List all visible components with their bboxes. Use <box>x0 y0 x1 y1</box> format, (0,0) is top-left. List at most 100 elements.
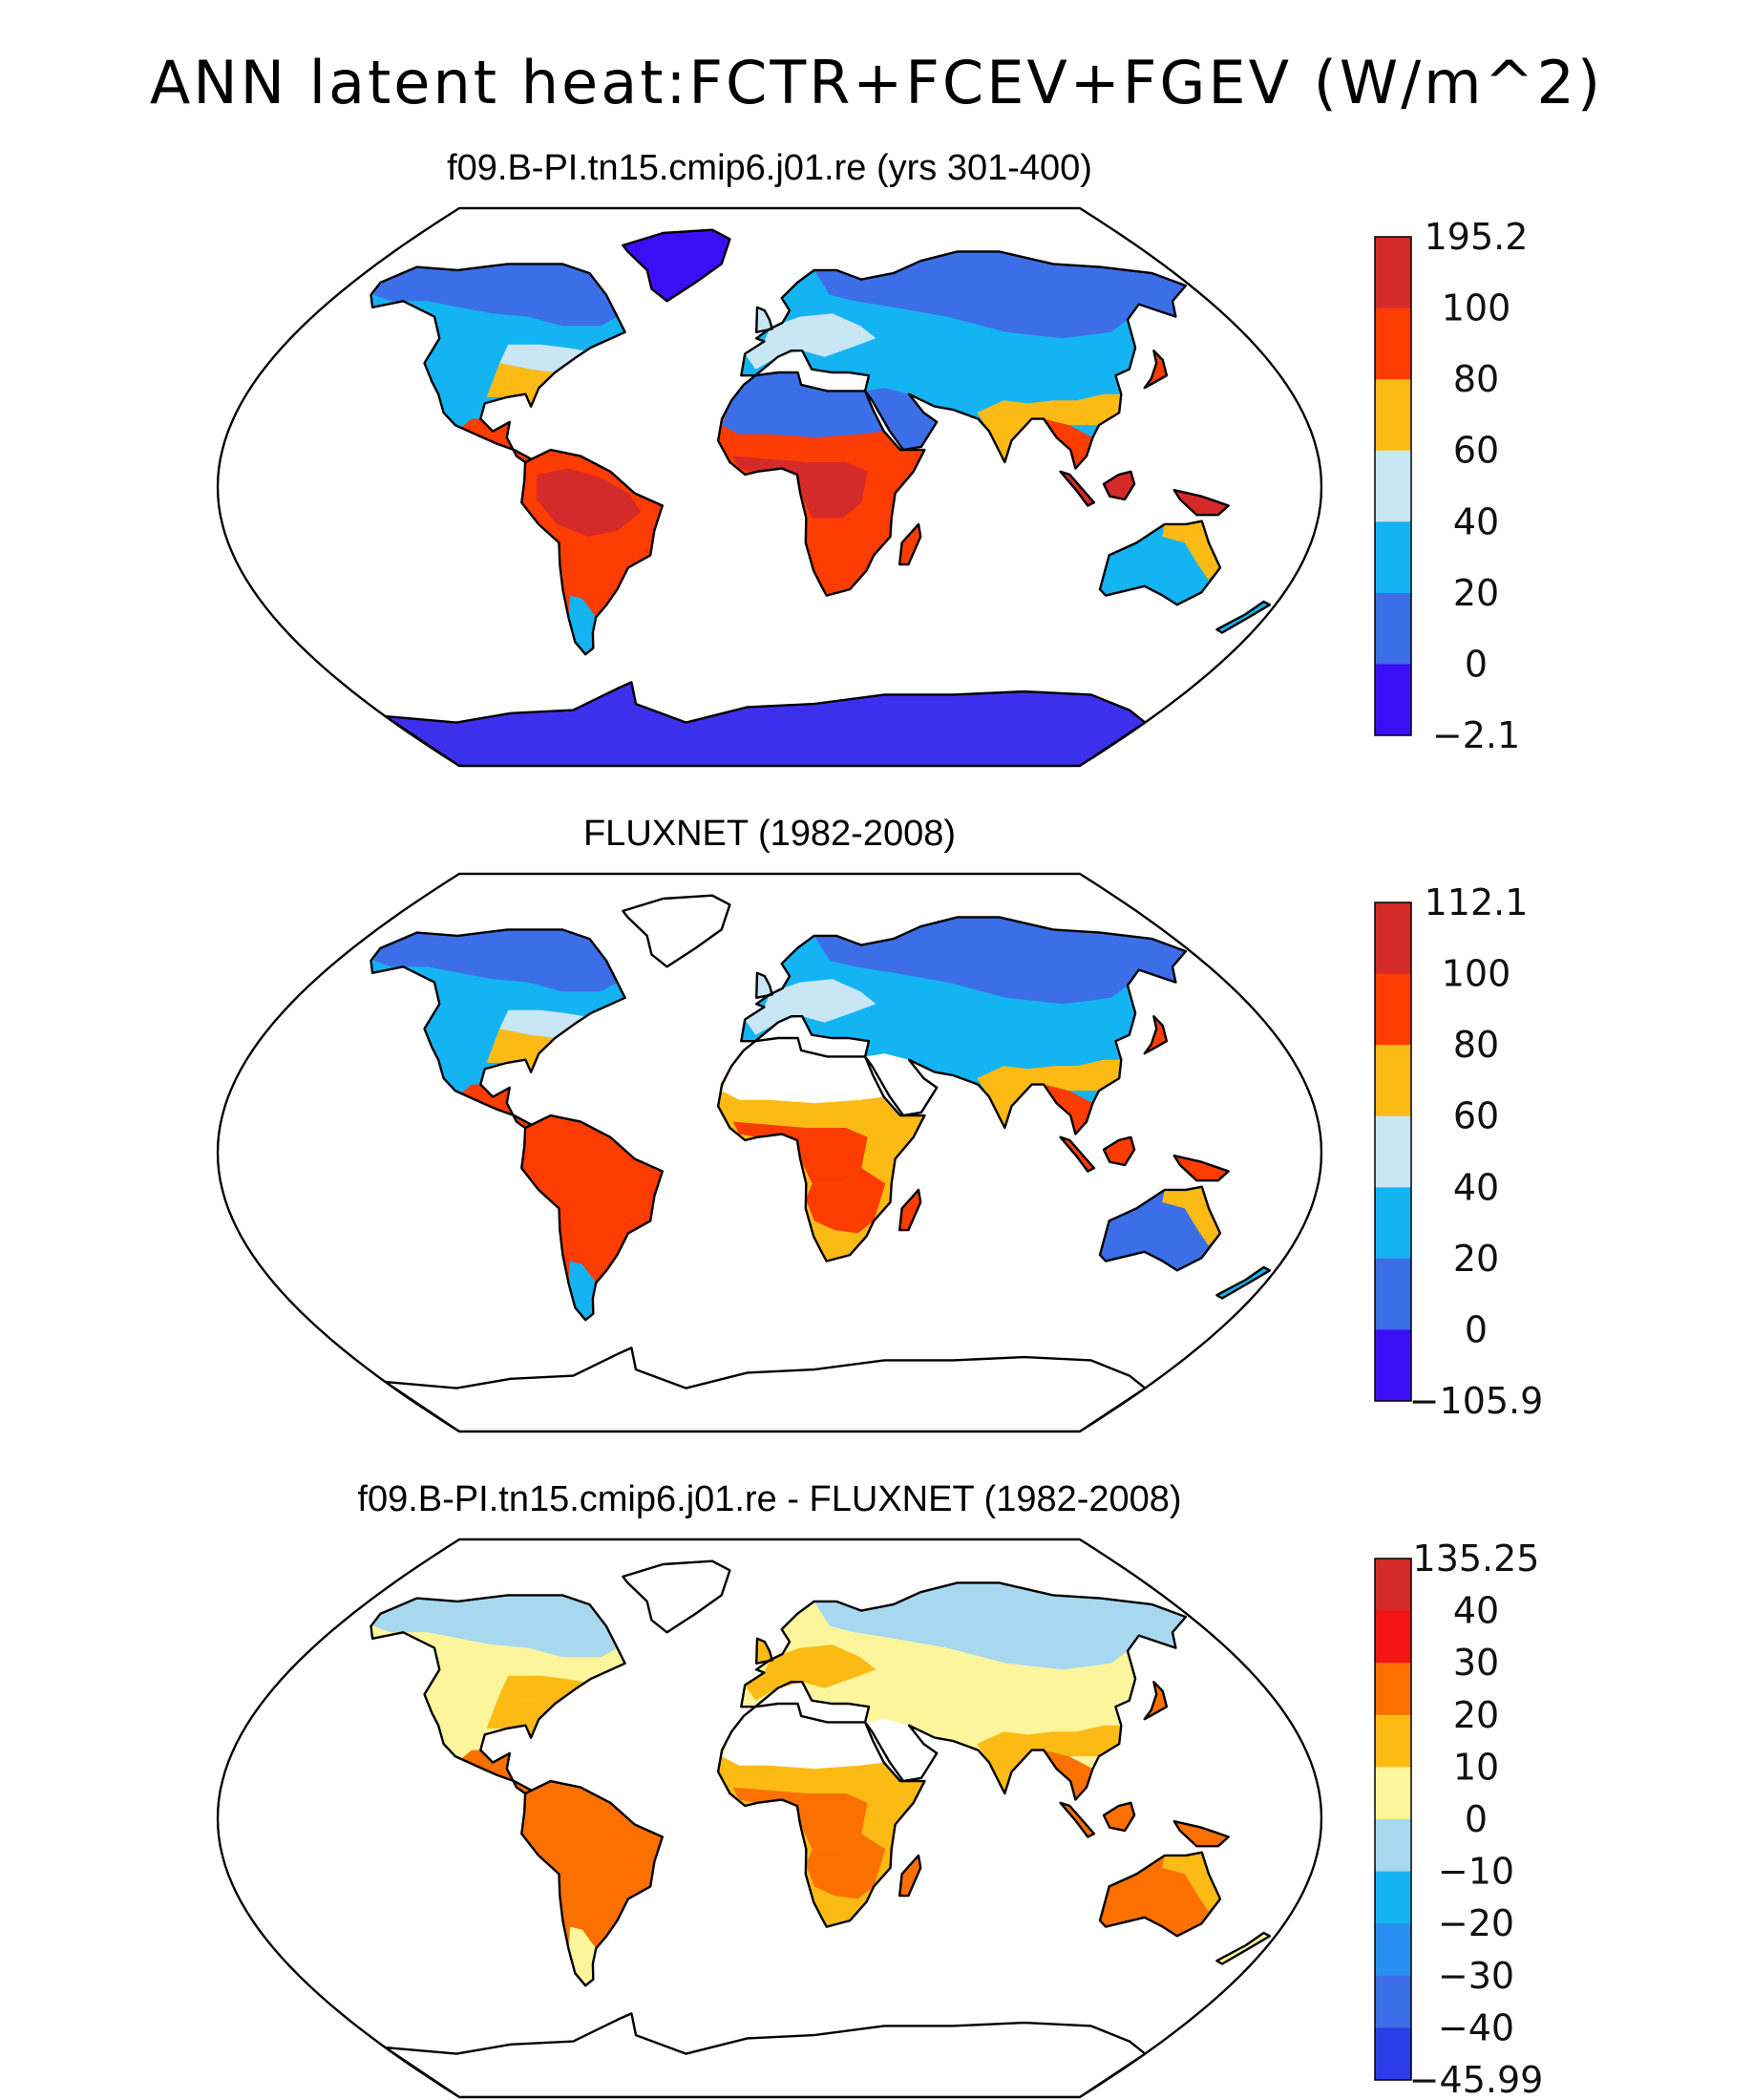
coastline-eurasia <box>740 250 1188 470</box>
colorbar-swatch <box>1375 1045 1411 1117</box>
region-central-america <box>460 1084 532 1128</box>
colorbar-swatch <box>1375 1258 1411 1330</box>
coastline-new-zealand <box>1215 1931 1272 1965</box>
colorbar-tick-label: −10 <box>1438 1851 1514 1893</box>
region-uk <box>756 972 772 998</box>
region-north-america-southeast <box>486 1029 556 1072</box>
colorbar-tick-label: −45.99 <box>1409 2059 1544 2100</box>
region-new-guinea <box>1173 1156 1229 1181</box>
coastline-new-guinea <box>1172 1155 1230 1182</box>
coastline-australia <box>1098 1185 1222 1272</box>
coastline-north-america-land <box>370 263 626 464</box>
coastline-sumatra <box>1059 1135 1096 1173</box>
region-north-america-southeast <box>486 363 556 407</box>
coastline-north-america-land <box>370 1594 626 1795</box>
colorbar-swatch <box>1375 1559 1411 1612</box>
colorbar-tick-label: 100 <box>1442 953 1511 995</box>
region-north-america-boreal <box>373 929 618 992</box>
colorbar-fluxnet: 112.1 100 80 60 40 20 0 −105.9 <box>1374 881 1544 1422</box>
colorbar-difference: 135.25 40 30 20 10 0 −10 −20 −30 −40 −45.99 <box>1374 1538 1544 2100</box>
colorbar-tick-label: 195.2 <box>1425 216 1529 258</box>
colorbar-tick-label: 20 <box>1453 1694 1499 1736</box>
map-panel-model: f09.B-PI.tn15.cmip6.j01.re (yrs 301-400) <box>216 148 1323 768</box>
coastline-south-america <box>520 448 664 656</box>
coastline-africa <box>716 1036 926 1262</box>
map-panel-difference: f09.B-PI.tn15.cmip6.j01.re - FLUXNET (19… <box>216 1479 1323 2099</box>
coastline-australia <box>1098 1851 1222 1938</box>
coastlines <box>370 228 1272 766</box>
region-south-asia <box>977 393 1122 462</box>
region-amazon <box>537 1799 642 1868</box>
main-title: ANN latent heat:FCTR+FCEV+FGEV (W/m^2) <box>150 48 1603 117</box>
colorbar-model: 195.2 100 80 60 40 20 0 −2.1 <box>1374 216 1529 756</box>
colorbar-tick-label: −105.9 <box>1409 1380 1544 1422</box>
colorbar-tick-label: 0 <box>1465 1798 1488 1840</box>
coastline-eurasia <box>740 1581 1188 1801</box>
region-siberia-boreal <box>813 1582 1186 1670</box>
region-north-america-boreal <box>373 1595 618 1658</box>
coastline-australia <box>1098 520 1222 606</box>
colorbar-tick-label: 30 <box>1453 1642 1499 1684</box>
region-new-guinea <box>1173 1821 1229 1847</box>
colorbar-tick-label: 100 <box>1442 287 1511 329</box>
colorbar-swatch <box>1375 1663 1411 1716</box>
map-panel-fluxnet: FLUXNET (1982-2008) <box>216 814 1323 1433</box>
coastline-japan <box>1143 1015 1169 1055</box>
coastline-borneo <box>1102 1801 1136 1833</box>
region-borneo <box>1104 471 1135 499</box>
region-madagascar <box>899 523 921 565</box>
region-south-asia <box>977 1725 1122 1793</box>
coastline-borneo <box>1102 470 1136 501</box>
land-fill <box>370 895 1270 1432</box>
coastline-japan <box>1143 350 1169 390</box>
coastline-borneo <box>1102 1135 1136 1167</box>
region-south-asia <box>977 1059 1122 1128</box>
region-southeast-asia <box>1044 1084 1093 1135</box>
coastline-japan <box>1143 1681 1169 1721</box>
colorbar-swatch <box>1375 2027 1411 2081</box>
region-southeast-asia <box>1044 418 1093 469</box>
colorbar-tick-label: 40 <box>1453 1166 1499 1208</box>
coastline-new-guinea <box>1172 1820 1230 1848</box>
region-arabia <box>865 1719 938 1782</box>
coastline-madagascar <box>898 1854 922 1898</box>
region-north-america-southeast <box>486 1694 556 1738</box>
colorbar-swatch <box>1375 1714 1411 1768</box>
coastline-greenland <box>622 228 731 303</box>
coastline-south-america <box>520 1114 664 1322</box>
coastline-sumatra <box>1059 470 1096 507</box>
region-europe <box>745 1644 876 1701</box>
colorbar-tick-label: 20 <box>1453 572 1499 614</box>
coastline-new-guinea <box>1172 489 1230 517</box>
region-uk <box>756 307 772 332</box>
map-border <box>216 872 1323 1433</box>
colorbar-tick-label: 40 <box>1453 1590 1499 1632</box>
region-amazon <box>537 1134 642 1202</box>
colorbar-outline <box>1374 1558 1412 2081</box>
colorbar-swatch <box>1375 1975 1411 2028</box>
region-southern-africa <box>806 502 886 568</box>
region-greenland <box>623 229 730 302</box>
colorbar-swatch <box>1375 1115 1411 1188</box>
region-antarctica <box>385 1347 1146 1432</box>
region-sahara <box>721 372 884 438</box>
land-fill <box>370 1560 1270 2097</box>
colorbar-swatch <box>1375 664 1411 736</box>
coastline-uk <box>755 1637 773 1665</box>
coastline-uk <box>755 306 773 333</box>
region-borneo <box>1104 1802 1135 1831</box>
region-arabia <box>865 1053 938 1116</box>
colorbar-tick-label: 80 <box>1453 1024 1499 1066</box>
colorbar-tick-label: 40 <box>1453 500 1499 542</box>
coastline-eurasia <box>740 916 1188 1135</box>
region-madagascar <box>899 1855 921 1897</box>
colorbar-swatch <box>1375 1329 1411 1402</box>
coastline-new-zealand <box>1215 1265 1272 1300</box>
colorbar-swatch <box>1375 1767 1411 1820</box>
region-siberia-boreal <box>813 917 1186 1005</box>
region-greenland <box>623 895 730 967</box>
region-new-zealand <box>1216 1267 1270 1299</box>
panel-title: f09.B-PI.tn15.cmip6.j01.re - FLUXNET (19… <box>357 1479 1181 1519</box>
colorbar-tick-label: 60 <box>1453 1095 1499 1137</box>
